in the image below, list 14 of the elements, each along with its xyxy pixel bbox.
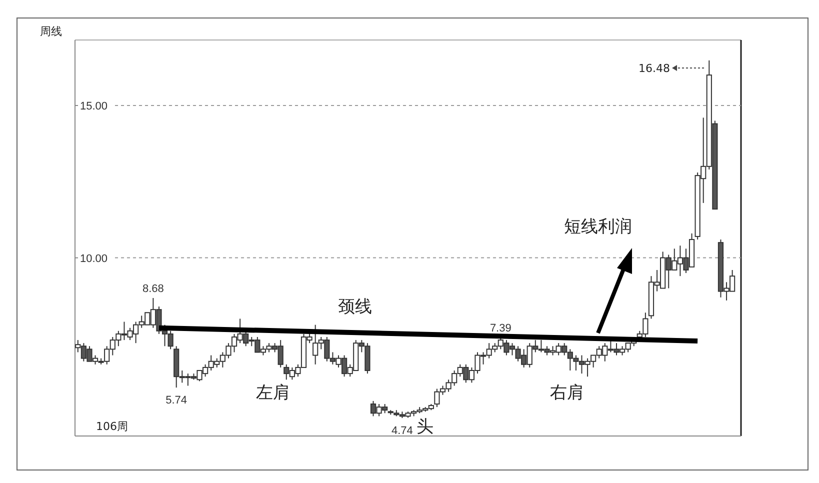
y-tick-label: 10.00 [80, 252, 108, 265]
annotation: 8.68 [142, 283, 164, 296]
annotation: 头 [416, 417, 434, 437]
annotation: 短线利润 [564, 217, 632, 237]
annotation: 5.74 [166, 394, 188, 407]
annotation: 颈线 [338, 297, 372, 317]
annotation: 106周 [96, 420, 128, 433]
annotation: 4.74 [392, 425, 413, 438]
y-tick-label: 15.00 [80, 100, 108, 112]
annotation: 16.48 [638, 62, 670, 75]
annotation: 左肩 [256, 383, 290, 403]
annotation: 右肩 [550, 383, 584, 403]
chart-title: 周线 [40, 25, 62, 38]
annotation: 7.39 [490, 322, 512, 334]
